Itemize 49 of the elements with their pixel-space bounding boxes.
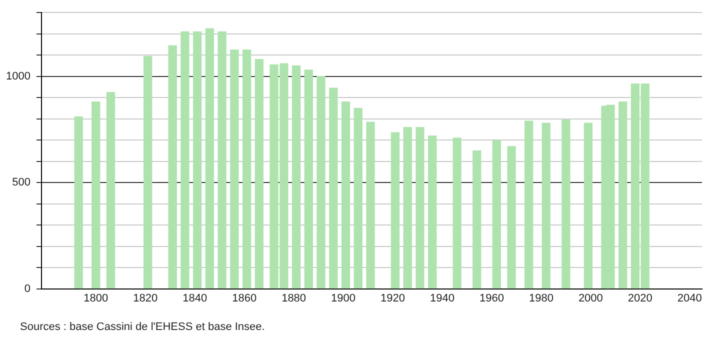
bar <box>390 132 400 289</box>
x-tick-label: 1840 <box>182 292 208 304</box>
bar <box>524 120 534 289</box>
x-tick-label: 2000 <box>578 292 603 304</box>
x-tick-label: 2020 <box>628 292 652 304</box>
x-tick-label: 1860 <box>232 292 257 304</box>
bar <box>354 108 362 289</box>
x-tick-label: 1960 <box>479 292 504 304</box>
y-tick-label: 1000 <box>6 70 30 82</box>
bar <box>562 120 570 289</box>
bar <box>242 49 252 289</box>
bar <box>74 116 83 289</box>
bar <box>292 65 301 289</box>
x-tick-label: 1920 <box>380 292 406 304</box>
x-tick-label: 1940 <box>430 292 454 304</box>
x-tick-label: 1880 <box>282 292 306 304</box>
bar <box>180 31 190 289</box>
x-tick-label: 1820 <box>133 292 158 304</box>
bar <box>106 92 116 289</box>
x-tick-label: 2040 <box>677 292 702 304</box>
x-tick-label: 1900 <box>331 292 356 304</box>
bar <box>218 31 226 289</box>
y-tick-label: 500 <box>12 176 30 189</box>
y-tick-label: 0 <box>24 282 30 295</box>
bar <box>144 56 152 289</box>
bar <box>341 102 350 289</box>
bar <box>416 127 424 289</box>
bar <box>472 150 482 289</box>
bar <box>492 140 501 289</box>
bar <box>168 45 177 289</box>
bar <box>542 122 550 289</box>
x-tick-label: 1980 <box>528 292 554 304</box>
bar <box>618 102 628 289</box>
bar <box>452 138 462 289</box>
bar <box>254 59 264 289</box>
bar <box>230 49 239 289</box>
bar <box>192 31 202 289</box>
bar <box>316 76 326 289</box>
bar <box>92 102 100 289</box>
bar <box>205 28 214 289</box>
bar <box>329 88 338 289</box>
bar <box>366 122 375 289</box>
x-tick-label: 1800 <box>84 292 108 304</box>
bar <box>428 136 437 289</box>
bar <box>584 122 593 289</box>
bar <box>507 146 516 289</box>
bar <box>403 127 412 289</box>
bar <box>304 70 313 289</box>
source-note: Sources : base Cassini de l'EHESS et base Insee. <box>20 321 265 334</box>
